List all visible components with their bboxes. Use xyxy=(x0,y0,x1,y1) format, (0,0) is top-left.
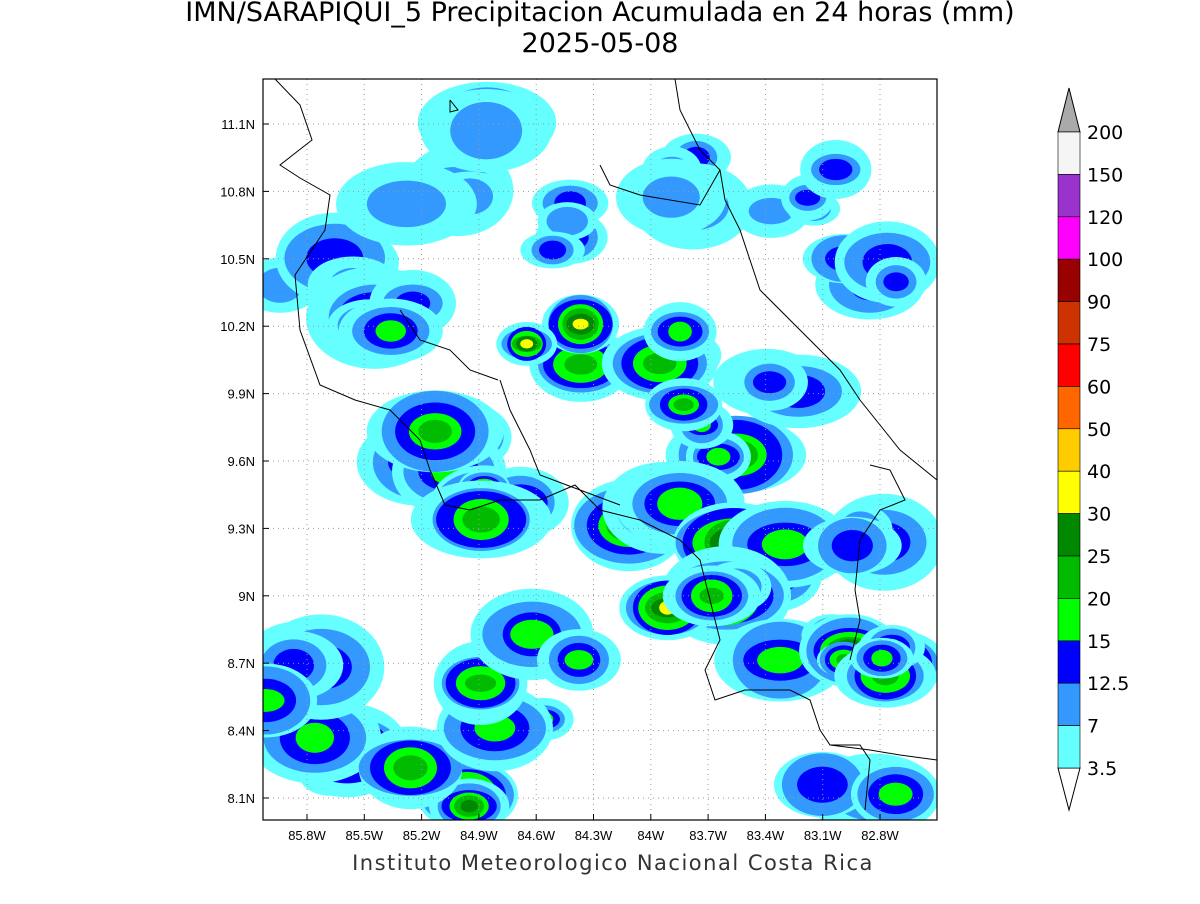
colorbar-label: 120 xyxy=(1087,207,1123,229)
precip-contour xyxy=(761,529,809,560)
precip-contour xyxy=(657,487,703,520)
colorbar-box xyxy=(1057,428,1081,472)
lon-label: 84.3W xyxy=(575,828,613,843)
title: IMN/SARAPIQUI_5 Precipitacion Acumulada … xyxy=(185,0,1014,28)
precip-contour xyxy=(450,101,523,160)
colorbar-box xyxy=(1057,555,1081,599)
precip-contour xyxy=(418,419,452,443)
colorbar-box xyxy=(1057,386,1081,430)
lat-label: 9N xyxy=(238,589,255,604)
colorbar-label: 15 xyxy=(1087,631,1111,653)
precip-contour xyxy=(263,689,285,712)
lon-label: 85.8W xyxy=(288,828,326,843)
footer: Instituto Meteorologico Nacional Costa R… xyxy=(352,851,874,875)
precip-contour xyxy=(375,320,406,342)
map-frame xyxy=(262,78,938,821)
precip-contour xyxy=(393,755,428,781)
colorbar-box xyxy=(1057,513,1081,557)
colorbar-label: 7 xyxy=(1087,716,1099,738)
precip-contour xyxy=(668,321,692,342)
precip-contour xyxy=(642,176,700,218)
precip-contour xyxy=(883,272,909,292)
colorbar-over xyxy=(1057,87,1081,133)
lat-label: 9.9N xyxy=(228,387,255,402)
colorbar-label: 40 xyxy=(1087,461,1111,483)
colorbar-label: 150 xyxy=(1087,164,1123,186)
precip-contour xyxy=(572,318,589,330)
precip-contour xyxy=(706,447,731,466)
lat-label: 8.4N xyxy=(228,724,255,739)
colorbar-box xyxy=(1057,258,1081,302)
colorbar-label: 12.5 xyxy=(1087,673,1129,695)
coastlines xyxy=(274,79,937,811)
colorbar-label: 3.5 xyxy=(1087,758,1117,780)
colorbar-box xyxy=(1057,470,1081,514)
subtitle: 2025-05-08 xyxy=(522,28,679,59)
lon-label: 85.5W xyxy=(346,828,384,843)
colorbar-box xyxy=(1057,216,1081,260)
precip-field xyxy=(263,81,937,820)
lon-label: 84W xyxy=(637,828,664,843)
precip-contour xyxy=(366,180,447,228)
lat-label: 10.5N xyxy=(220,252,255,267)
precip-contour xyxy=(539,240,567,260)
colorbar-label: 90 xyxy=(1087,292,1111,314)
colorbar-label: 75 xyxy=(1087,334,1111,356)
precip-contour xyxy=(699,587,725,604)
precip-contour xyxy=(564,354,598,375)
colorbar-box xyxy=(1057,131,1081,175)
colorbar-box xyxy=(1057,682,1081,726)
precip-contour xyxy=(462,506,500,533)
precip-contour xyxy=(510,619,554,649)
lat-label: 8.1N xyxy=(228,791,255,806)
grid: 85.8W 85.5W 85.2W 84.9W 84.6W 84.3W 84W 83.7W 83… xyxy=(220,79,937,843)
colorbar-label: 100 xyxy=(1087,249,1123,271)
precip-contour xyxy=(546,206,588,236)
lon-label: 83.7W xyxy=(689,828,727,843)
precip-contour xyxy=(795,189,821,206)
colorbar-label: 20 xyxy=(1087,588,1111,610)
colorbar-label: 25 xyxy=(1087,546,1111,568)
colorbar-label: 60 xyxy=(1087,376,1111,398)
precip-contour xyxy=(295,722,335,753)
precip-contour xyxy=(520,339,534,349)
colorbar-label: 200 xyxy=(1087,122,1123,144)
lon-label: 83.1W xyxy=(804,828,842,843)
precip-contour xyxy=(757,646,804,674)
precip-contour xyxy=(878,782,913,806)
colorbar-box xyxy=(1057,725,1081,769)
colorbar-label: 30 xyxy=(1087,504,1111,526)
precip-contour xyxy=(752,371,787,394)
lon-label: 84.6W xyxy=(517,828,555,843)
lat-label: 9.3N xyxy=(228,521,255,536)
colorbar-label: 50 xyxy=(1087,419,1111,441)
precip-contour xyxy=(564,650,594,670)
lon-label: 83.4W xyxy=(747,828,785,843)
precip-contour xyxy=(819,158,853,181)
colorbar-box xyxy=(1057,301,1081,345)
precip-contour xyxy=(831,529,873,562)
colorbar-box xyxy=(1057,598,1081,642)
lon-label: 85.2W xyxy=(403,828,441,843)
lon-label: 82.8W xyxy=(861,828,899,843)
precip-contour xyxy=(673,398,694,412)
colorbar: 200 150 120 100 90 75 60 50 40 30 25 20 15 12.5 7 3.5 xyxy=(1057,87,1129,812)
precip-contour xyxy=(464,674,497,692)
precip-contour xyxy=(871,649,893,667)
colorbar-box xyxy=(1057,640,1081,684)
lat-label: 11.1N xyxy=(221,117,255,132)
lat-label: 8.7N xyxy=(228,656,255,671)
colorbar-box xyxy=(1057,343,1081,387)
lat-label: 9.6N xyxy=(228,454,255,469)
lon-label: 84.9W xyxy=(460,828,498,843)
colorbar-box xyxy=(1057,174,1081,218)
colorbar-under xyxy=(1057,767,1081,812)
lat-label: 10.8N xyxy=(220,184,255,199)
lat-label: 10.2N xyxy=(220,319,255,334)
precip-contour xyxy=(460,800,478,813)
